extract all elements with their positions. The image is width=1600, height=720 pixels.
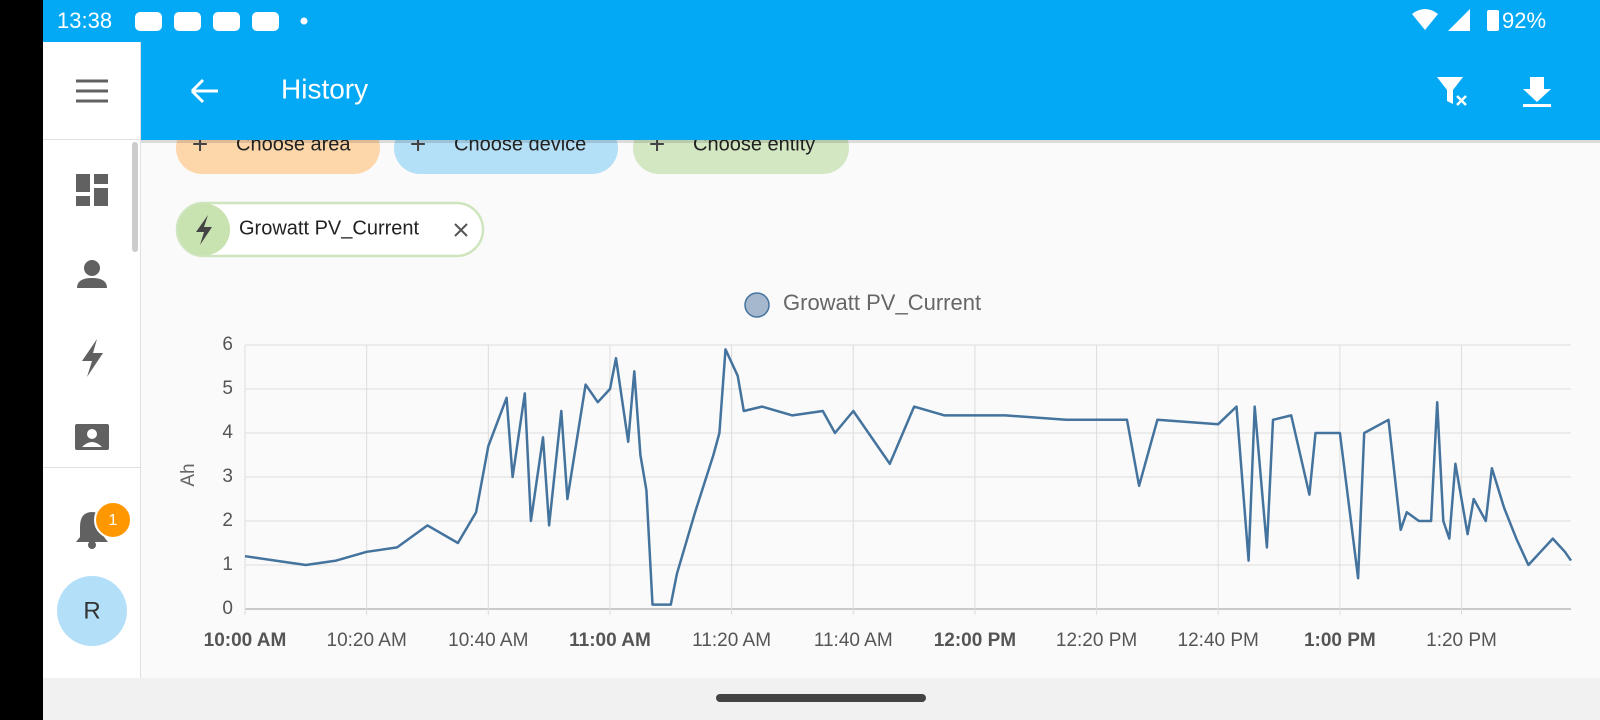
page-title: History — [281, 73, 368, 104]
app-bar-shadow — [141, 140, 1600, 143]
y-axis-label: Ah — [178, 463, 199, 486]
x-tick-label: 11:00 AM — [569, 630, 651, 651]
system-icons — [1412, 9, 1499, 31]
notification-badge — [94, 501, 132, 539]
avatar-initial: R — [83, 597, 100, 624]
download-icon — [1523, 77, 1551, 102]
back-button[interactable] — [190, 78, 218, 104]
bolt-icon — [196, 215, 212, 245]
clear-filter-button[interactable] — [1437, 77, 1467, 106]
x-tick-label: 11:20 AM — [692, 630, 771, 651]
download-base — [1523, 104, 1551, 107]
app-bar — [141, 42, 1600, 140]
chip[interactable] — [175, 201, 485, 258]
entity-chip: Growatt PV_Current — [175, 201, 485, 258]
filter-icon — [1437, 77, 1463, 104]
y-tick-label: 4 — [222, 422, 233, 443]
x-tick-label: 12:00 PM — [934, 630, 1016, 651]
x-icon — [1456, 95, 1467, 106]
legend-marker[interactable] — [744, 292, 770, 318]
profile-card-icon[interactable] — [75, 424, 109, 450]
battery-level: 92% — [1502, 8, 1546, 33]
y-tick-label: 6 — [222, 334, 233, 355]
legend-label[interactable]: Growatt PV_Current — [783, 290, 981, 315]
screen-edge — [0, 0, 43, 720]
badge-count: 1 — [109, 512, 118, 529]
x-tick-label: 12:20 PM — [1056, 630, 1137, 651]
download-button[interactable] — [1523, 77, 1551, 107]
x-tick-label: 10:00 AM — [204, 630, 287, 651]
x-tick-label: 12:40 PM — [1178, 630, 1259, 651]
menu-button[interactable] — [76, 79, 108, 103]
x-tick-label: 1:20 PM — [1426, 630, 1497, 651]
person-icon[interactable] — [77, 260, 107, 288]
scrollbar — [132, 142, 138, 252]
user-avatar[interactable] — [57, 576, 127, 646]
chart: Growatt PV_Current Ah 0 1 2 3 4 5 6 10:00 AM 10:… — [178, 290, 1573, 651]
y-tick-label: 5 — [222, 378, 233, 399]
y-tick-label: 2 — [222, 510, 233, 531]
notification-icons — [135, 12, 308, 31]
data-line — [244, 348, 1573, 606]
remove-icon[interactable] — [454, 223, 468, 237]
x-tick-label: 10:40 AM — [448, 630, 528, 651]
clock: 13:38 — [57, 8, 112, 33]
entity-name: Growatt PV_Current — [239, 217, 420, 239]
y-tick-label: 0 — [222, 598, 233, 619]
energy-icon[interactable] — [82, 339, 103, 377]
gesture-handle — [716, 694, 926, 702]
y-tick-label: 3 — [222, 466, 233, 487]
x-tick-label: 10:20 AM — [327, 630, 407, 651]
overview-icon[interactable] — [76, 174, 108, 206]
x-tick-label: 1:00 PM — [1304, 630, 1376, 651]
y-tick-label: 1 — [222, 554, 233, 575]
x-tick-label: 11:40 AM — [814, 630, 893, 651]
